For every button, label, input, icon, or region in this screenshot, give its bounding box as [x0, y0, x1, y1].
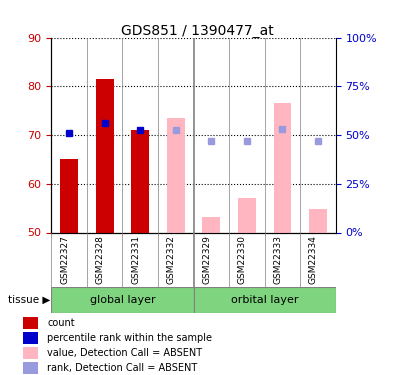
Bar [51, 287, 194, 313]
Bar [238, 198, 256, 232]
Text: GSM22330: GSM22330 [238, 235, 247, 284]
Bar [167, 118, 184, 232]
Text: GSM22334: GSM22334 [309, 235, 318, 284]
Text: GSM22329: GSM22329 [202, 235, 211, 284]
Bar [194, 287, 336, 313]
Text: GSM22332: GSM22332 [167, 235, 176, 284]
Text: GSM22327: GSM22327 [60, 235, 69, 284]
Text: GDS851 / 1390477_at: GDS851 / 1390477_at [121, 24, 274, 38]
Text: GSM22331: GSM22331 [131, 235, 140, 284]
Bar [309, 209, 327, 232]
Text: tissue ▶: tissue ▶ [8, 295, 50, 305]
Text: GSM22333: GSM22333 [273, 235, 282, 284]
Text: GSM22328: GSM22328 [96, 235, 105, 284]
Bar [60, 159, 78, 232]
Bar [23, 362, 38, 374]
Text: global layer: global layer [90, 295, 155, 305]
Text: value, Detection Call = ABSENT: value, Detection Call = ABSENT [47, 348, 202, 358]
Text: rank, Detection Call = ABSENT: rank, Detection Call = ABSENT [47, 363, 197, 373]
Text: percentile rank within the sample: percentile rank within the sample [47, 333, 212, 343]
Bar [131, 130, 149, 232]
Text: count: count [47, 318, 75, 328]
Bar [202, 217, 220, 232]
Bar [23, 347, 38, 359]
Bar [23, 332, 38, 344]
Text: orbital layer: orbital layer [231, 295, 298, 305]
Bar [274, 104, 292, 232]
Bar [96, 79, 114, 232]
Bar [23, 317, 38, 328]
